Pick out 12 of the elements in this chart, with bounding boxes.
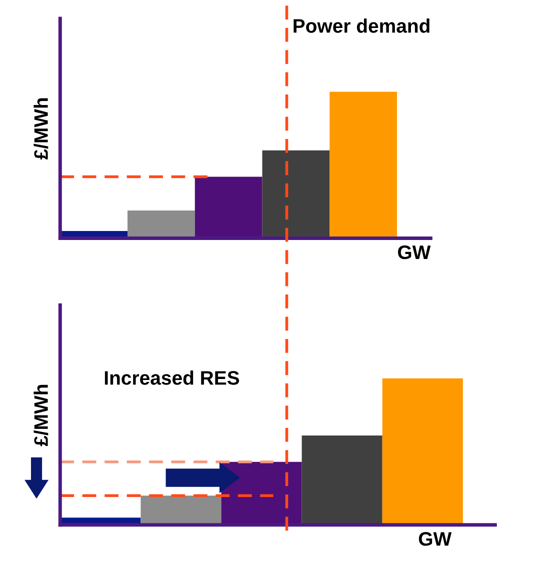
y-axis-title: £/MWh	[34, 384, 48, 446]
x-axis-title: GW	[398, 245, 431, 260]
bar	[302, 436, 382, 525]
y-axis-title: £/MWh	[34, 98, 48, 160]
bar	[140, 496, 222, 525]
bar	[330, 92, 397, 238]
text: Power demand	[294, 18, 430, 33]
x-axis-title: GW	[418, 532, 452, 546]
bar	[262, 150, 330, 238]
bar	[128, 210, 195, 238]
bar	[382, 378, 463, 525]
annotation: Increased RES	[104, 370, 240, 385]
